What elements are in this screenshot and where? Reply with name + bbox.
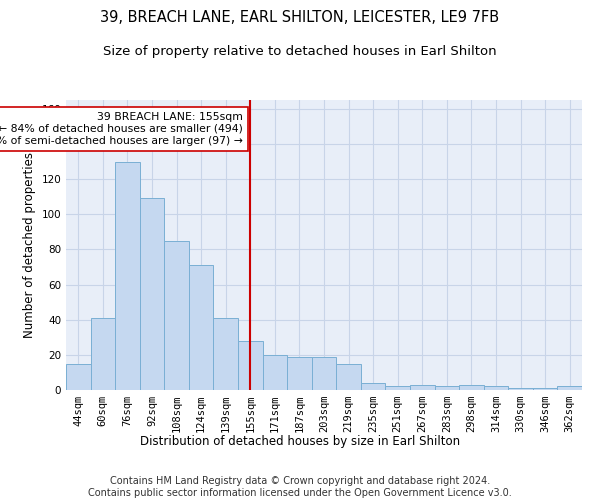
Bar [459, 384, 484, 390]
Bar [214, 318, 238, 390]
Bar [533, 388, 557, 390]
Bar [410, 384, 434, 390]
Text: 39, BREACH LANE, EARL SHILTON, LEICESTER, LE9 7FB: 39, BREACH LANE, EARL SHILTON, LEICESTER… [100, 10, 500, 25]
Bar [115, 162, 140, 390]
Bar [238, 341, 263, 390]
Bar [336, 364, 361, 390]
Bar [140, 198, 164, 390]
Bar [385, 386, 410, 390]
Text: Distribution of detached houses by size in Earl Shilton: Distribution of detached houses by size … [140, 435, 460, 448]
Bar [557, 386, 582, 390]
Bar [164, 240, 189, 390]
Bar [508, 388, 533, 390]
Bar [91, 318, 115, 390]
Text: Contains HM Land Registry data © Crown copyright and database right 2024.
Contai: Contains HM Land Registry data © Crown c… [88, 476, 512, 498]
Bar [312, 356, 336, 390]
Text: Size of property relative to detached houses in Earl Shilton: Size of property relative to detached ho… [103, 45, 497, 58]
Bar [287, 356, 312, 390]
Bar [484, 386, 508, 390]
Bar [361, 383, 385, 390]
Bar [263, 355, 287, 390]
Bar [66, 364, 91, 390]
Text: 39 BREACH LANE: 155sqm
← 84% of detached houses are smaller (494)
16% of semi-de: 39 BREACH LANE: 155sqm ← 84% of detached… [0, 112, 243, 146]
Bar [434, 386, 459, 390]
Y-axis label: Number of detached properties: Number of detached properties [23, 152, 36, 338]
Bar [189, 265, 214, 390]
